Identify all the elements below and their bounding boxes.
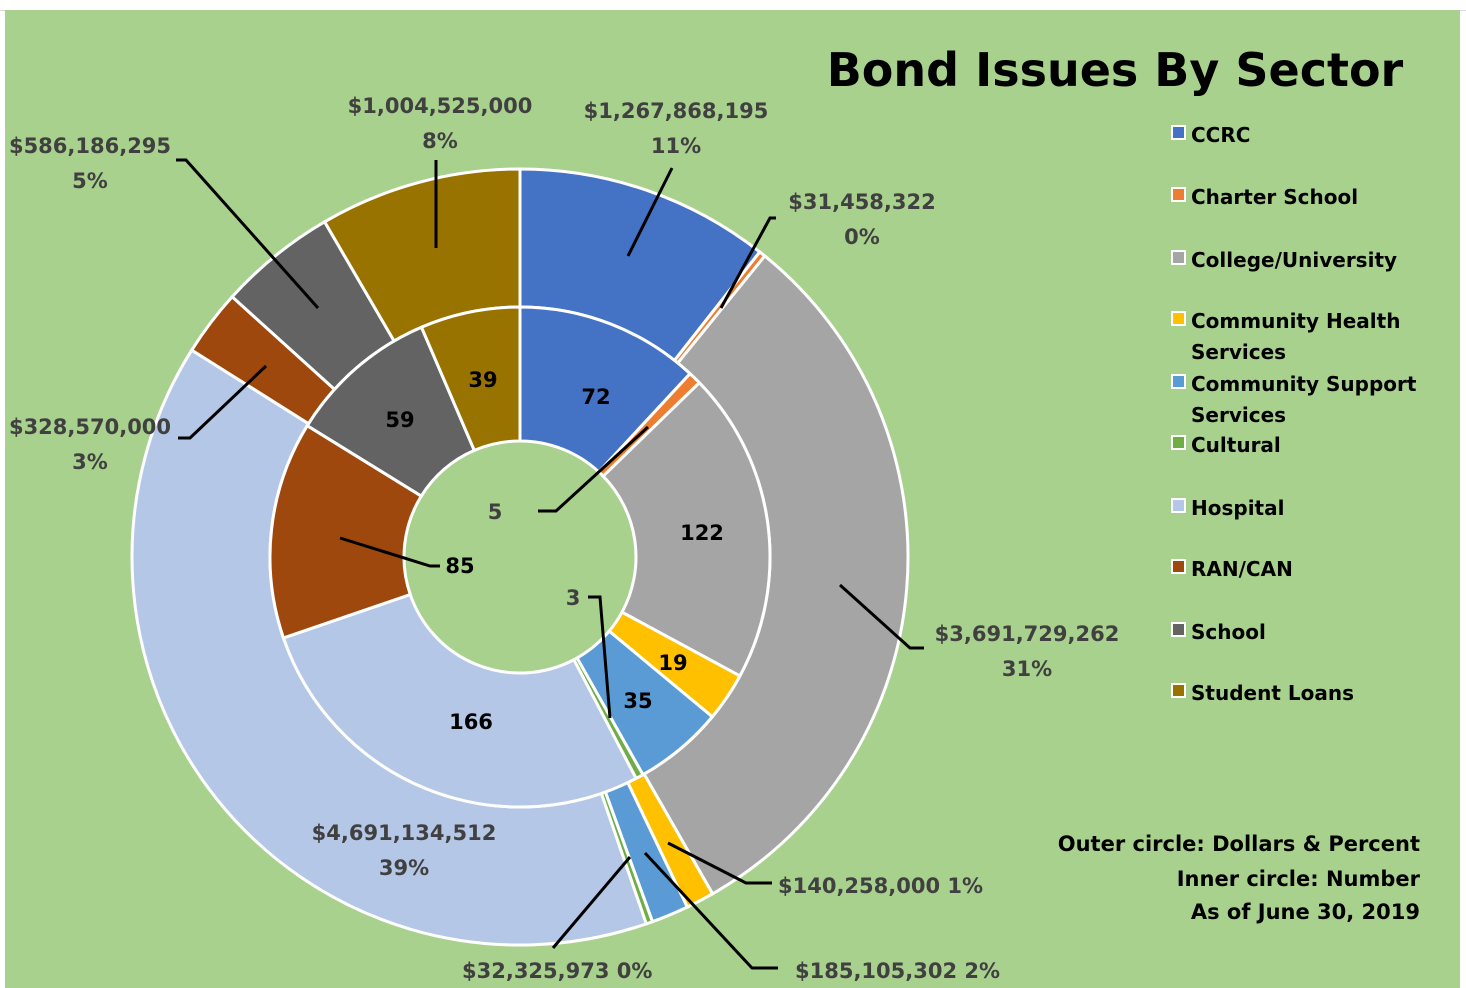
inner-count-cultural: 3 — [566, 586, 581, 610]
outer-value-hospital: $4,691,134,512 — [312, 821, 497, 845]
leader-inner-ran-can — [339, 536, 440, 568]
note-outer: Outer circle: Dollars & Percent — [1058, 832, 1420, 856]
leader-outer-community-health-services — [667, 841, 772, 885]
legend-label-cultural: Cultural — [1191, 433, 1281, 457]
outer-label-cultural: $32,325,973 0% — [462, 959, 652, 983]
legend-label-school: School — [1191, 620, 1266, 644]
inner-slice-student-loans — [419, 305, 522, 453]
inner-count-hospital: 166 — [449, 710, 493, 734]
inner-count-community-support-services: 35 — [623, 689, 652, 713]
outer-value-college-university: $3,691,729,262 — [935, 622, 1120, 646]
inner-slice-ccrc — [518, 305, 693, 475]
legend-label-community-support-services: Community Support — [1191, 372, 1417, 396]
legend-label-hospital: Hospital — [1191, 496, 1284, 520]
outer-percent-charter-school: 0% — [844, 225, 880, 249]
legend-label-community-health-services-cont: Services — [1191, 340, 1286, 364]
inner-ring — [268, 305, 772, 809]
leader-inner-cultural — [588, 595, 612, 719]
inner-count-student-loans: 39 — [468, 368, 497, 392]
legend-swatch-ccrc — [1171, 125, 1186, 140]
outer-value-student-loans: $1,004,525,000 — [348, 94, 533, 118]
outer-value-ccrc: $1,267,868,195 — [584, 99, 769, 123]
outer-value-ran-can: $328,570,000 — [9, 415, 171, 439]
note-date: As of June 30, 2019 — [1191, 900, 1420, 924]
leader-outer-college-university — [838, 583, 924, 650]
legend-swatch-cultural — [1171, 435, 1186, 450]
leader-outer-cultural — [551, 856, 632, 949]
legend-swatch-college-university — [1171, 250, 1186, 265]
legend-label-ran-can: RAN/CAN — [1191, 557, 1293, 581]
legend-label-community-support-services-cont: Services — [1191, 403, 1286, 427]
inner-count-college-university: 122 — [680, 521, 724, 545]
outer-percent-school: 5% — [72, 169, 108, 193]
legend-swatch-community-support-services — [1171, 374, 1186, 389]
legend-swatch-hospital — [1171, 498, 1186, 513]
leader-outer-school — [176, 158, 320, 309]
outer-percent-ran-can: 3% — [72, 450, 108, 474]
outer-percent-ccrc: 11% — [651, 134, 701, 158]
inner-count-ran-can: 85 — [445, 554, 474, 578]
note-inner: Inner circle: Number — [1177, 867, 1421, 891]
data-labels: $1,267,868,195 11% $31,458,322 0% $3,691,729… — [9, 94, 1119, 983]
inner-slice-college-university — [601, 380, 772, 678]
leader-inner-charter-school — [538, 425, 650, 513]
legend-label-student-loans: Student Loans — [1191, 681, 1354, 705]
legend-label-charter-school: Charter School — [1191, 185, 1358, 209]
outer-percent-student-loans: 8% — [422, 129, 458, 153]
outer-label-community-health-services: $140,258,000 1% — [778, 874, 983, 898]
leader-lines — [176, 158, 924, 970]
legend-label-college-university: College/University — [1191, 248, 1397, 272]
leader-outer-charter-school — [719, 216, 776, 309]
legend-label-ccrc: CCRC — [1191, 123, 1250, 147]
legend-swatch-student-loans — [1171, 683, 1186, 698]
outer-ring — [130, 167, 910, 947]
legend-swatch-charter-school — [1171, 187, 1186, 202]
inner-count-community-health-services: 19 — [658, 651, 687, 675]
legend-swatch-ran-can — [1171, 559, 1186, 574]
inner-slice-ran-can — [268, 423, 424, 640]
leader-outer-ccrc — [626, 167, 674, 257]
inner-slice-hospital — [281, 592, 639, 809]
legend: CCRC Charter School College/University Comm… — [1171, 123, 1417, 705]
outer-label-community-support-services: $185,105,302 2% — [795, 959, 1000, 983]
legend-swatch-school — [1171, 622, 1186, 637]
inner-count-school: 59 — [385, 408, 414, 432]
inner-count-ccrc: 72 — [581, 385, 610, 409]
outer-value-charter-school: $31,458,322 — [788, 190, 935, 214]
leader-outer-community-support-services — [643, 851, 778, 970]
outer-percent-college-university: 31% — [1002, 657, 1052, 681]
leader-outer-ran-can — [178, 364, 268, 440]
outer-value-school: $586,186,295 — [9, 134, 171, 158]
legend-swatch-community-health-services — [1171, 311, 1186, 326]
chart-title: Bond Issues By Sector — [827, 43, 1404, 97]
inner-count-charter-school: 5 — [488, 500, 503, 524]
legend-label-community-health-services: Community Health — [1191, 309, 1400, 333]
outer-percent-hospital: 39% — [379, 856, 429, 880]
